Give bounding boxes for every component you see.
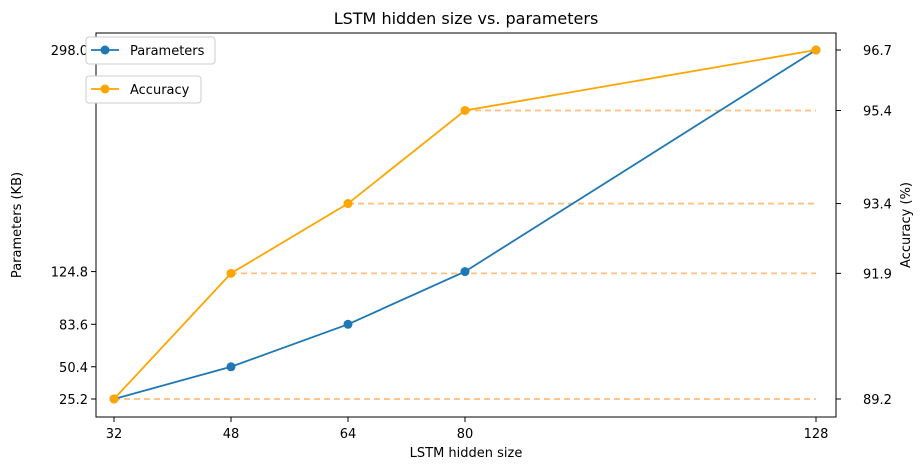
x-tick-label: 80 <box>457 427 474 442</box>
x-tick-label: 128 <box>804 427 829 442</box>
legend-marker <box>100 84 110 94</box>
right-tick-label: 89.2 <box>863 393 892 408</box>
legend-box <box>85 75 202 104</box>
chart-title: LSTM hidden size vs. parameters <box>334 9 599 28</box>
data-point-accuracy <box>109 394 119 404</box>
left-axis-ticks: 25.2 50.4 83.6 124.8 298.0 <box>51 44 96 408</box>
right-tick-label: 91.9 <box>863 267 892 282</box>
data-point-accuracy <box>460 105 470 115</box>
legend-label: Parameters <box>130 44 205 59</box>
left-tick-label: 124.8 <box>51 266 88 281</box>
data-point-parameters <box>343 319 353 329</box>
reference-lines <box>114 109 816 400</box>
plot-frame <box>95 32 837 418</box>
left-tick-label: 50.4 <box>59 361 88 376</box>
x-axis-ticks: 32 48 64 80 128 <box>106 417 829 442</box>
left-tick-label: 83.6 <box>59 318 88 333</box>
legend-parameters: Parameters <box>85 36 216 65</box>
x-tick-label: 48 <box>223 427 240 442</box>
right-axis-label: Accuracy (%) <box>899 182 914 268</box>
right-tick-label: 95.4 <box>863 104 892 119</box>
x-tick-label: 32 <box>106 427 123 442</box>
data-point-accuracy <box>343 199 353 209</box>
data-point-parameters <box>226 362 236 372</box>
legend-box <box>85 36 216 65</box>
left-tick-label: 25.2 <box>59 393 88 408</box>
series-layer <box>109 45 821 404</box>
right-tick-label: 93.4 <box>863 198 892 213</box>
data-point-accuracy <box>811 45 821 55</box>
right-axis-ticks: 89.2 91.9 93.4 95.4 96.7 <box>836 44 892 408</box>
x-axis-label: LSTM hidden size <box>410 446 523 461</box>
legend-marker <box>100 45 110 55</box>
right-tick-label: 96.7 <box>863 44 892 59</box>
data-point-accuracy <box>226 268 236 278</box>
x-tick-label: 64 <box>340 427 357 442</box>
legend-label: Accuracy <box>130 83 190 98</box>
left-tick-label: 298.0 <box>51 44 88 59</box>
data-point-parameters <box>460 267 470 277</box>
left-axis-label: Parameters (KB) <box>10 172 25 278</box>
legend-accuracy: Accuracy <box>85 75 202 104</box>
